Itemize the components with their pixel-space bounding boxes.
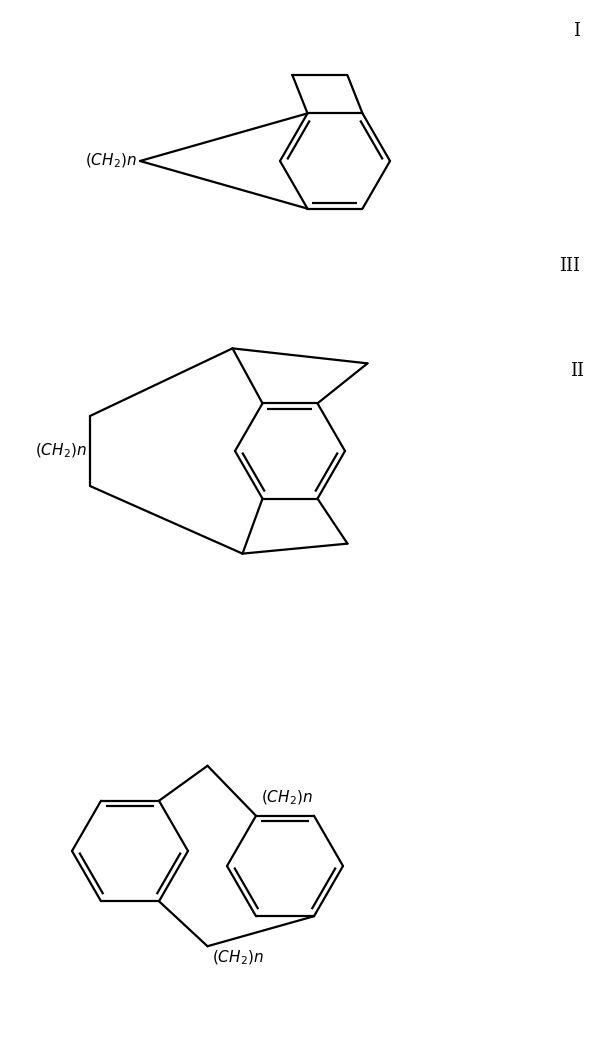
Text: $(CH_2)n$: $(CH_2)n$ (35, 441, 87, 460)
Text: $(CH_2)n$: $(CH_2)n$ (85, 151, 137, 170)
Text: I: I (574, 22, 581, 40)
Text: $(CH_2)n$: $(CH_2)n$ (261, 788, 313, 807)
Text: III: III (560, 257, 581, 275)
Text: $(CH_2)n$: $(CH_2)n$ (213, 949, 264, 967)
Text: II: II (570, 362, 584, 380)
